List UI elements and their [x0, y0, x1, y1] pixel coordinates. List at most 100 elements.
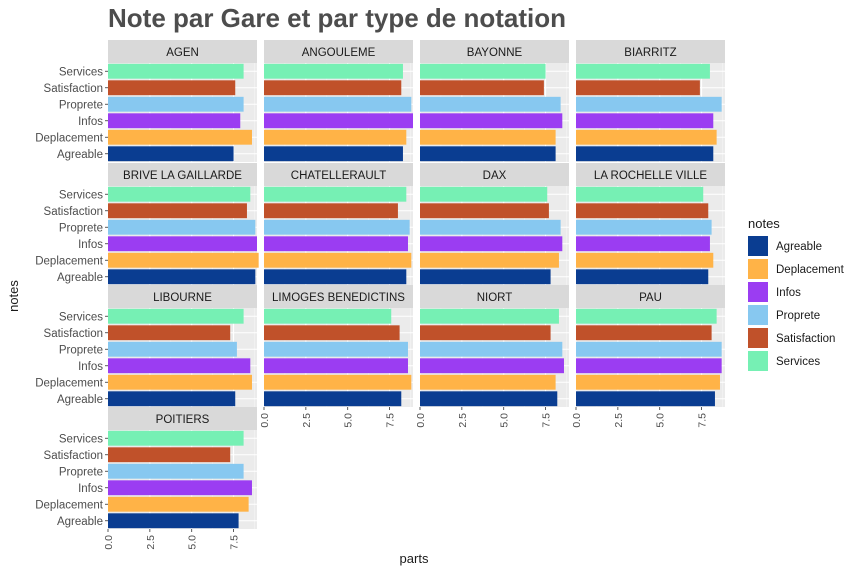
bar-infos: [108, 358, 251, 374]
bar-services: [264, 308, 392, 324]
bar-satisfaction: [576, 80, 700, 96]
bar-infos: [420, 113, 563, 129]
panel-background: [264, 308, 413, 407]
y-tick-label: Deplacement: [35, 132, 104, 144]
bar-services: [420, 308, 559, 324]
facet-strip: [108, 40, 257, 63]
y-tick-label: Proprete: [59, 344, 103, 356]
y-tick-label: Infos: [78, 483, 103, 495]
bar-satisfaction: [420, 80, 544, 96]
facet-strip: [420, 40, 569, 63]
panel-background: [420, 308, 569, 407]
panel-background: [108, 308, 257, 407]
bar-proprete: [264, 341, 408, 357]
y-tick-label: Satisfaction: [44, 206, 103, 218]
bar-deplacement: [576, 374, 720, 390]
bar-satisfaction: [264, 80, 402, 96]
y-tick-label: Infos: [78, 361, 103, 373]
panel-background: [108, 186, 257, 285]
bar-satisfaction: [576, 325, 712, 341]
x-tick-label: 7.5: [385, 413, 397, 428]
bar-proprete: [420, 96, 561, 112]
x-tick-label: 0.0: [259, 413, 271, 428]
y-tick-label: Services: [59, 311, 103, 323]
bar-proprete: [108, 219, 256, 235]
facet-label: LA ROCHELLE VILLE: [594, 170, 707, 182]
y-tick-label: Agreable: [57, 394, 103, 406]
panel-background: [576, 308, 725, 407]
x-axis-title: parts: [400, 551, 429, 566]
facet-strip: [576, 163, 725, 186]
y-tick-label: Deplacement: [35, 377, 104, 389]
x-tick-label: 5.0: [655, 413, 667, 428]
facet-panel: BRIVE LA GAILLARDE Services Satisfaction Pr…: [35, 163, 259, 285]
panel-background: [264, 186, 413, 285]
bar-infos: [576, 358, 722, 374]
x-tick-label: 7.5: [541, 413, 553, 428]
panel-background: [420, 63, 569, 162]
legend-title: notes: [748, 216, 780, 231]
legend-label: Proprete: [776, 310, 820, 322]
bar-proprete: [576, 219, 712, 235]
facet-panel: AGEN Services Satisfaction Proprete Infos Dep…: [35, 40, 257, 162]
y-tick-label: Deplacement: [35, 499, 104, 511]
facet-strip: [108, 285, 257, 308]
bar-services: [108, 63, 244, 79]
facet-strip: [108, 407, 257, 430]
x-tick-label: 2.5: [613, 413, 625, 428]
facet-label: DAX: [483, 170, 507, 182]
facet-panel: POITIERS Services Satisfaction Proprete Info…: [35, 407, 257, 550]
x-tick-label: 7.5: [697, 413, 709, 428]
legend-swatch: [748, 236, 768, 256]
bar-proprete: [576, 341, 722, 357]
bar-deplacement: [108, 252, 259, 268]
bar-deplacement: [420, 129, 556, 145]
facet-panel: ANGOULEME: [263, 40, 413, 162]
bar-deplacement: [108, 374, 252, 390]
legend-swatch: [748, 328, 768, 348]
facet-strip: [108, 163, 257, 186]
bar-infos: [420, 236, 563, 252]
bar-satisfaction: [420, 203, 549, 219]
y-tick-label: Infos: [78, 116, 103, 128]
facet-label: NIORT: [477, 292, 513, 304]
bar-agreable: [108, 391, 236, 407]
legend-swatch: [748, 305, 768, 325]
bar-satisfaction: [576, 203, 709, 219]
x-tick-label: 2.5: [145, 535, 157, 550]
bar-proprete: [264, 219, 410, 235]
facet-strip: [264, 285, 413, 308]
bar-agreable: [576, 146, 714, 162]
panel-background: [264, 63, 413, 162]
facet-label: AGEN: [166, 47, 199, 59]
bar-infos: [264, 113, 413, 129]
bar-agreable: [264, 391, 402, 407]
bar-agreable: [420, 269, 551, 285]
bar-agreable: [108, 146, 234, 162]
bar-infos: [108, 480, 252, 496]
bar-agreable: [108, 513, 239, 529]
bar-services: [576, 63, 710, 79]
bar-proprete: [420, 219, 561, 235]
facet-strip: [264, 40, 413, 63]
bar-agreable: [576, 391, 715, 407]
bar-satisfaction: [420, 325, 551, 341]
facet-panel: DAX: [419, 163, 569, 285]
bar-agreable: [264, 146, 403, 162]
bar-deplacement: [576, 129, 717, 145]
bar-satisfaction: [264, 203, 398, 219]
facet-panel: PAU 0.0 2.5 5.0 7.5: [571, 285, 725, 428]
y-tick-label: Agreable: [57, 516, 103, 528]
y-tick-label: Satisfaction: [44, 328, 103, 340]
bar-services: [108, 186, 251, 202]
facet-panel: CHATELLERAULT: [263, 163, 413, 285]
x-tick-label: 2.5: [301, 413, 313, 428]
y-tick-label: Satisfaction: [44, 450, 103, 462]
bar-infos: [576, 236, 710, 252]
bar-services: [108, 308, 244, 324]
chart-title: Note par Gare et par type de notation: [108, 3, 566, 33]
bar-infos: [108, 113, 241, 129]
facet-label: PAU: [639, 292, 662, 304]
bar-satisfaction: [108, 447, 231, 463]
